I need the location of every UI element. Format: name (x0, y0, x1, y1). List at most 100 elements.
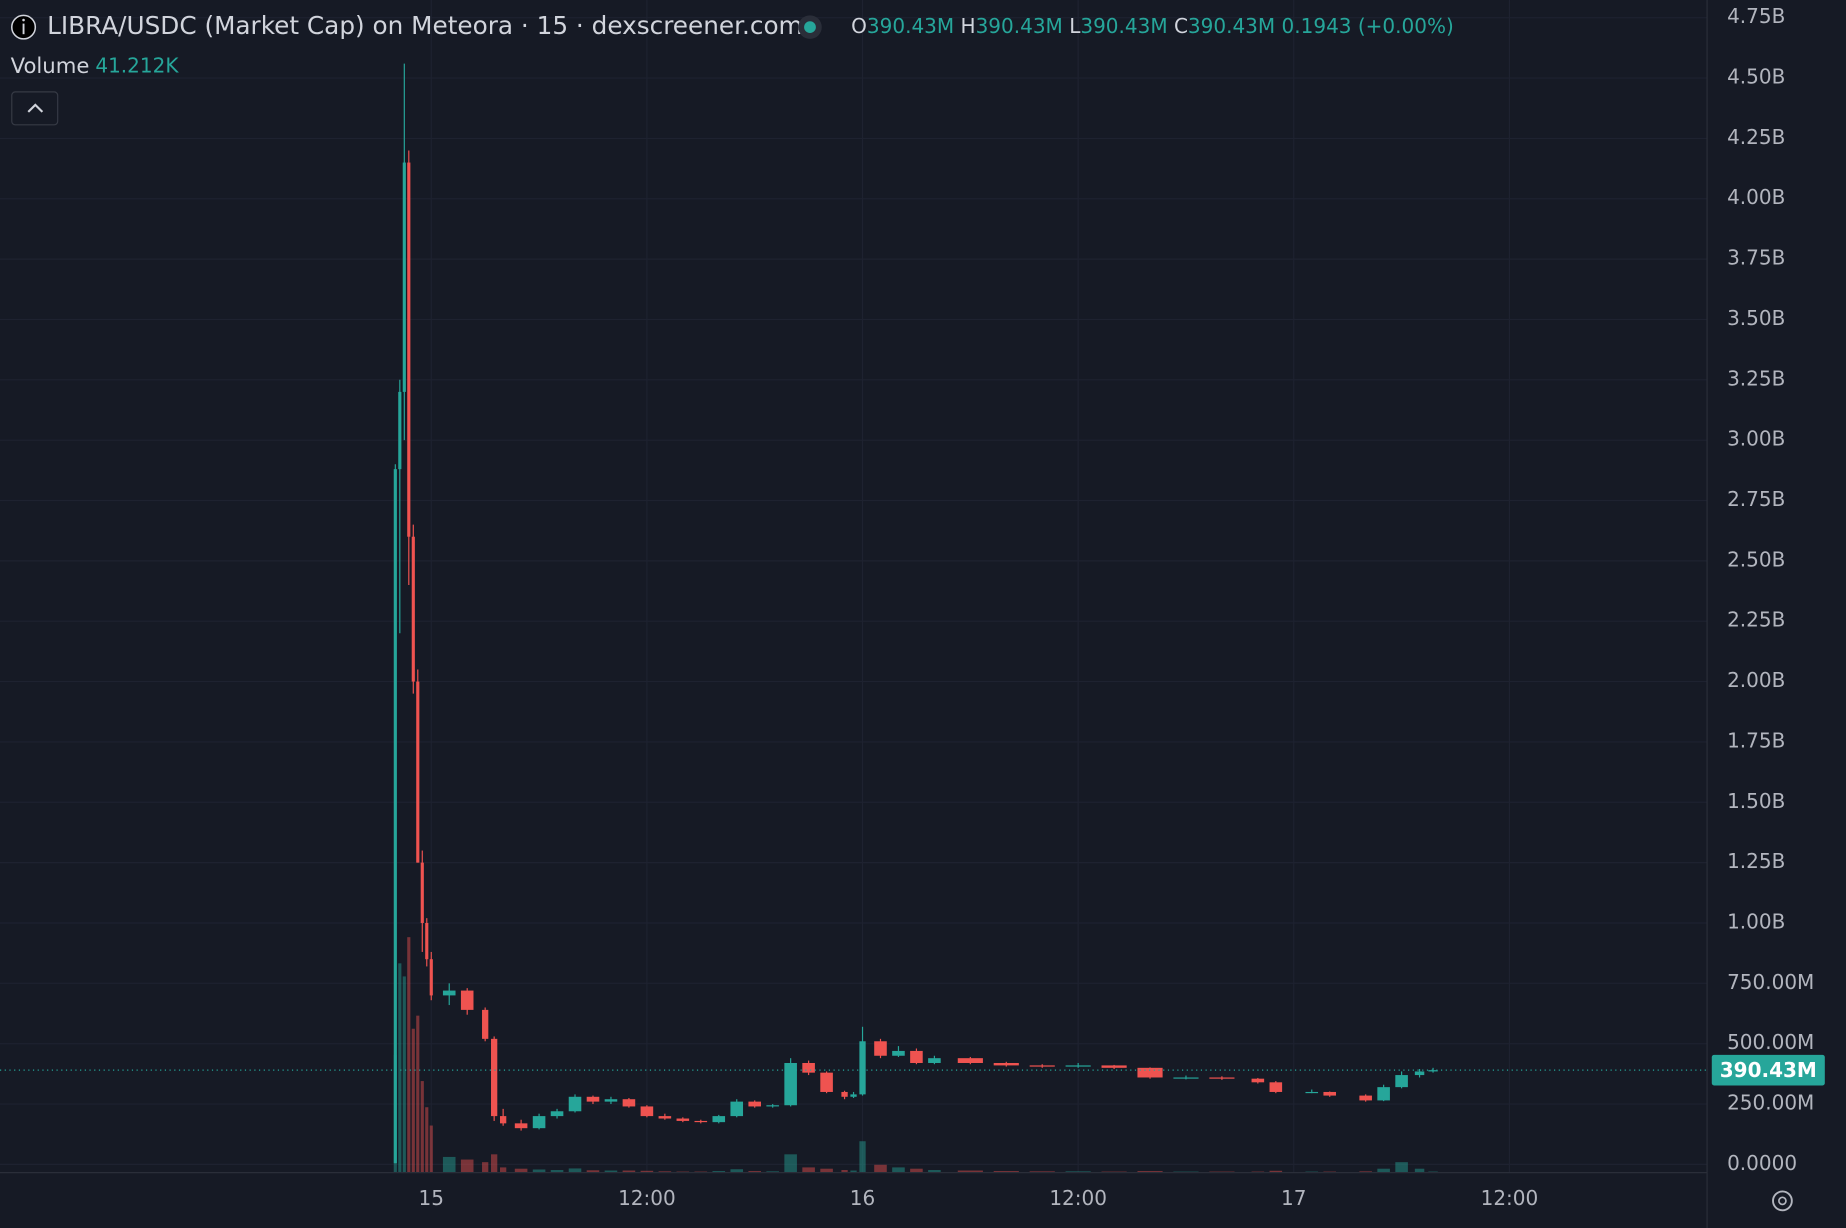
candle-body (993, 1062, 1019, 1066)
volume-bar (402, 976, 406, 1173)
candle-body (499, 1116, 507, 1124)
volume-last: 41.212K (95, 54, 179, 78)
volume-bar (658, 1171, 672, 1173)
candle-body (658, 1116, 672, 1119)
info-icon-dot (22, 18, 25, 22)
y-tick-label: 2.00B (1727, 668, 1785, 692)
x-tick-label: 12:00 (618, 1186, 676, 1210)
candle-body (1137, 1067, 1163, 1078)
candle-body (1323, 1091, 1337, 1096)
volume-bar (491, 1154, 498, 1173)
volume-bar (499, 1167, 507, 1173)
volume-bar (1359, 1171, 1372, 1173)
candle-body (784, 1062, 797, 1106)
settings-icon-core (1778, 1196, 1787, 1206)
candle-body (420, 862, 424, 923)
volume-bar (442, 1156, 456, 1173)
volume-bar (993, 1171, 1019, 1173)
ohlc-value: 390.43M (867, 14, 954, 38)
x-tick-label: 15 (419, 1186, 444, 1210)
volume-bar (1269, 1170, 1283, 1173)
ohlc-key: H (961, 14, 976, 38)
volume-bar (568, 1168, 582, 1173)
volume-bar (892, 1167, 905, 1173)
x-tick-label: 16 (850, 1186, 875, 1210)
candle-body (1305, 1091, 1319, 1094)
candle-body (532, 1116, 546, 1129)
collapse-chevron (27, 103, 44, 113)
volume-bar (820, 1168, 833, 1173)
candle-body (820, 1072, 833, 1092)
volume-bar (482, 1162, 489, 1173)
y-tick-label: 3.75B (1727, 246, 1785, 270)
candle-body (586, 1096, 600, 1102)
volume-bar (1395, 1162, 1408, 1173)
volume-bar (1377, 1168, 1390, 1173)
ohlc-legend: O390.43M H390.43M L390.43M C390.43M 0.19… (851, 14, 1454, 38)
candle-body (730, 1101, 744, 1117)
volume-bar (622, 1170, 636, 1173)
volume-bar (859, 1141, 866, 1173)
candle-body (514, 1123, 528, 1129)
y-tick-label: 750.00M (1727, 970, 1814, 994)
volume-bar (604, 1170, 618, 1173)
y-tick-label: 2.50B (1727, 547, 1785, 571)
candle-body (874, 1041, 887, 1056)
volume-pane (393, 937, 1438, 1173)
y-tick-label: 1.50B (1727, 789, 1785, 813)
candle-body (1209, 1077, 1235, 1079)
y-tick-label: 500.00M (1727, 1030, 1814, 1054)
y-tick-label: 4.50B (1727, 65, 1785, 89)
candle-body (1065, 1065, 1091, 1067)
volume-bar (957, 1170, 983, 1173)
volume-bar (1065, 1171, 1091, 1173)
ohlc-value: 390.43M (976, 14, 1063, 38)
candle-body (712, 1116, 726, 1123)
volume-bar (416, 1015, 420, 1173)
candle-body (1269, 1082, 1283, 1092)
ohlc-key: C (1174, 14, 1188, 38)
volume-bar (1414, 1168, 1425, 1173)
candle-body (1173, 1077, 1199, 1079)
y-tick-label: 250.00M (1727, 1091, 1814, 1115)
candle-body (1428, 1070, 1438, 1072)
candle-body (766, 1105, 779, 1107)
settings-icon[interactable] (1772, 1190, 1793, 1212)
volume-title: Volume (11, 53, 90, 78)
candle-body (550, 1111, 564, 1117)
x-tick-label: 12:00 (1049, 1186, 1107, 1210)
candle-body (841, 1091, 848, 1097)
candles (393, 63, 1438, 1164)
volume-bar (532, 1169, 546, 1173)
volume-bar (420, 1081, 424, 1173)
y-tick-label: 4.75B (1727, 4, 1785, 28)
y-tick-label: 3.50B (1727, 306, 1785, 330)
y-tick-label: 1.25B (1727, 849, 1785, 873)
collapse-button[interactable] (11, 91, 59, 126)
candle-body (694, 1120, 708, 1123)
volume-bar (429, 1125, 433, 1173)
volume-bar (910, 1168, 923, 1173)
candle-body (1251, 1078, 1265, 1083)
y-tick-label: 2.75B (1727, 487, 1785, 511)
volume-bar (586, 1170, 600, 1173)
candle-body (425, 922, 429, 960)
candle-body (910, 1050, 923, 1063)
candle-body (928, 1058, 941, 1063)
volume-bar (550, 1170, 564, 1173)
y-tick-label: 2.25B (1727, 608, 1785, 632)
candle-body (748, 1101, 761, 1107)
x-tick-label: 17 (1281, 1186, 1306, 1210)
candle-body (622, 1099, 636, 1107)
volume-bar (514, 1168, 528, 1173)
candle-body (442, 990, 456, 996)
candle-body (1414, 1071, 1425, 1076)
candle-body (676, 1118, 690, 1121)
volume-bar (398, 963, 402, 1173)
candle-body (640, 1106, 654, 1117)
ohlc-change: 0.1943 (+0.00%) (1282, 14, 1454, 38)
candle-body (802, 1062, 815, 1073)
candle-body (957, 1058, 983, 1063)
